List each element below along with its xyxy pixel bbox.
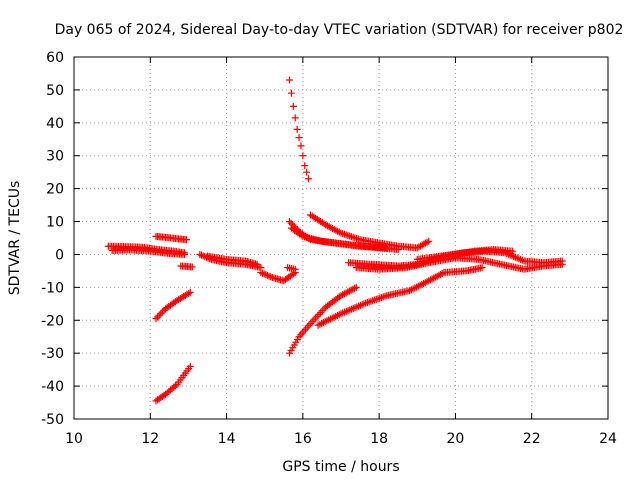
data-point (157, 310, 165, 318)
data-point (423, 238, 431, 246)
x-tick-label: 22 (523, 431, 541, 447)
y-tick-label: 40 (46, 116, 64, 132)
data-point (558, 257, 566, 265)
data-point (158, 308, 166, 316)
data-point (183, 236, 191, 244)
y-tick-label: -30 (41, 346, 64, 362)
chart-title: Day 065 of 2024, Sidereal Day-to-day VTE… (55, 22, 624, 38)
x-tick-label: 16 (294, 431, 312, 447)
x-tick-label: 14 (218, 431, 236, 447)
data-point (509, 247, 517, 255)
x-tick-label: 10 (65, 431, 83, 447)
data-point (438, 269, 446, 277)
data-point (198, 251, 206, 259)
data-point (185, 289, 193, 297)
data-point (299, 152, 307, 160)
y-axis-tick-labels: -50 -40 -30 -20 -10 0 10 20 30 40 50 60 (41, 50, 64, 428)
x-tick-label: 12 (141, 431, 159, 447)
data-point (257, 269, 265, 277)
data-point (186, 362, 194, 370)
data-point (186, 288, 194, 296)
data-point (301, 162, 309, 170)
data-point (291, 265, 299, 273)
y-tick-label: 20 (46, 182, 64, 198)
data-point (260, 270, 268, 278)
data-point (286, 218, 294, 226)
data-point (352, 283, 360, 291)
data-point (152, 315, 160, 323)
data-point (154, 313, 162, 321)
axis-ticks (73, 56, 609, 420)
data-point (259, 269, 267, 277)
y-tick-label: -50 (41, 412, 64, 428)
data-point (297, 142, 305, 150)
data-point (265, 272, 273, 280)
x-axis-label: GPS time / hours (282, 459, 399, 475)
plot-frame (73, 56, 609, 420)
x-tick-label: 20 (447, 431, 465, 447)
data-point (305, 175, 313, 183)
data-point (293, 125, 301, 133)
data-point (303, 168, 311, 176)
y-tick-label: 30 (46, 149, 64, 165)
data-point (171, 382, 179, 390)
data-points (104, 76, 566, 405)
data-point (155, 311, 163, 319)
y-tick-label: 60 (46, 50, 64, 66)
data-point (289, 102, 297, 110)
y-tick-label: -20 (41, 313, 64, 329)
x-tick-label: 18 (370, 431, 388, 447)
y-tick-label: -10 (41, 280, 64, 296)
data-point (253, 260, 261, 268)
y-tick-label: -40 (41, 379, 64, 395)
data-point (262, 271, 270, 279)
y-axis-label: SDTVAR / TECUs (7, 181, 23, 296)
y-tick-label: 10 (46, 215, 64, 231)
data-point (263, 271, 271, 279)
data-point (295, 134, 303, 142)
y-tick-label: 50 (46, 83, 64, 99)
y-tick-label: 0 (55, 247, 64, 263)
data-point (267, 273, 275, 281)
data-point (287, 89, 295, 97)
data-point (425, 237, 433, 245)
data-point (297, 231, 305, 239)
x-tick-label: 24 (599, 431, 617, 447)
x-axis-tick-labels: 10 12 14 16 18 20 22 24 (65, 431, 617, 447)
data-point (351, 284, 359, 292)
data-point (286, 76, 294, 84)
data-point (335, 228, 343, 236)
data-point (291, 114, 299, 122)
data-point (196, 250, 204, 258)
data-point (188, 263, 196, 271)
data-point (478, 264, 486, 272)
data-point (181, 250, 189, 258)
